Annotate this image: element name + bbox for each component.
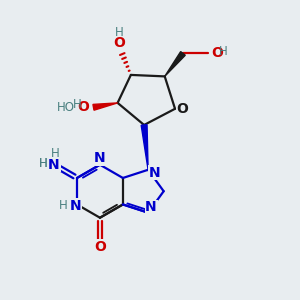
Text: H: H <box>51 147 60 160</box>
Text: N: N <box>70 199 81 213</box>
Text: H: H <box>73 98 82 111</box>
Polygon shape <box>165 52 185 76</box>
Text: O: O <box>113 36 125 50</box>
Text: O: O <box>176 102 188 116</box>
Text: N: N <box>94 151 106 165</box>
Text: N: N <box>145 200 157 214</box>
Polygon shape <box>93 103 118 110</box>
Text: H: H <box>115 26 124 39</box>
Text: H: H <box>39 157 48 170</box>
Text: O: O <box>77 100 89 114</box>
Text: O: O <box>94 240 106 254</box>
Text: N: N <box>149 166 161 180</box>
Text: H: H <box>59 200 68 212</box>
Text: N: N <box>48 158 60 172</box>
Text: HO: HO <box>57 101 75 114</box>
Text: H: H <box>39 157 48 170</box>
Text: O: O <box>211 46 223 60</box>
Text: H: H <box>219 45 228 58</box>
Polygon shape <box>141 125 148 170</box>
